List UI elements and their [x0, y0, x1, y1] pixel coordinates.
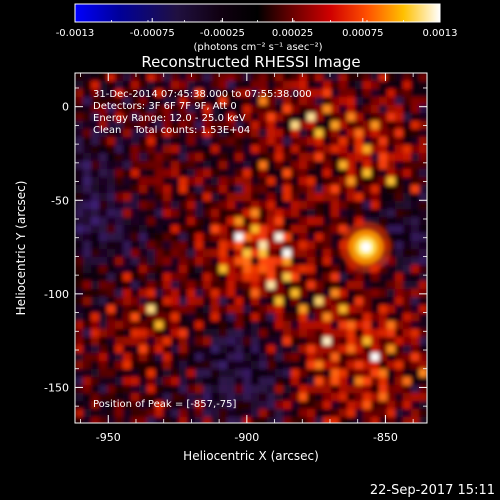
colorbar-unit-label: (photons cm⁻² s⁻¹ asec⁻²) [193, 42, 322, 53]
annotation-block: 31-Dec-2014 07:45:38.000 to 07:55:38.000… [93, 89, 312, 136]
colorbar-tick-label: -0.0013 [56, 28, 95, 39]
y-axis-label: Heliocentric Y (arcsec) [14, 181, 28, 316]
colorbar: -0.0013 -0.00075 -0.00025 0.00025 0.00075 0.0… [56, 3, 458, 53]
x-axis: -950-900-850-800 [80, 73, 414, 444]
colorbar-tick-label: 0.0013 [423, 28, 458, 39]
peak-position-label: Position of Peak = [-857,-75] [93, 399, 237, 410]
y-tick-label: 0 [62, 101, 69, 114]
annotation-time-range: 31-Dec-2014 07:45:38.000 to 07:55:38.000 [93, 89, 312, 100]
x-axis-label: Heliocentric X (arcsec) [183, 449, 319, 463]
chart-title: Reconstructed RHESSI Image [141, 53, 360, 71]
y-tick-label: -50 [51, 194, 69, 207]
y-axis: 0 -50 -100 -150 [44, 87, 427, 407]
y-tick-label: -150 [44, 381, 69, 394]
annotation-energy-range: Energy Range: 12.0 - 25.0 keV [93, 113, 246, 124]
x-tick-label: -950 [96, 431, 121, 444]
x-tick-label: -900 [234, 431, 259, 444]
plot-frame [74, 72, 428, 424]
colorbar-tick-label: -0.00075 [130, 28, 175, 39]
footer-timestamp: 22-Sep-2017 15:11 [370, 483, 495, 498]
x-tick-label: -850 [373, 431, 398, 444]
heatmap-image [75, 73, 427, 423]
colorbar-tick-label: -0.00025 [200, 28, 245, 39]
colorbar-tick-label: 0.00025 [272, 28, 313, 39]
y-tick-label: -100 [44, 288, 69, 301]
annotation-detectors: Detectors: 3F 6F 7F 9F, Att 0 [93, 101, 237, 112]
peak-source [360, 241, 373, 254]
colorbar-tick-label: 0.00075 [342, 28, 383, 39]
colorbar-gradient [75, 4, 440, 22]
colorbar-ticks: -0.0013 -0.00075 -0.00025 0.00025 0.00075 0.0… [56, 18, 458, 39]
annotation-clean-counts: Clean Total counts: 1.53E+04 [93, 125, 250, 136]
